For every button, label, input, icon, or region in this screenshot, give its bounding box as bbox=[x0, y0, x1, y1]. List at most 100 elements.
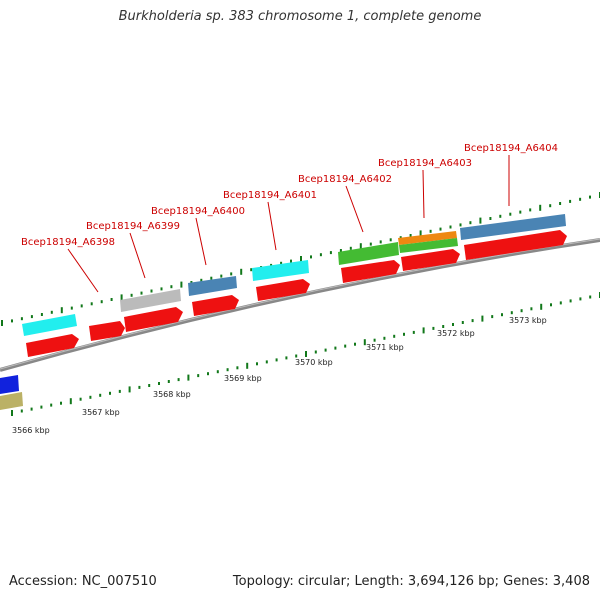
minor-tick-mark bbox=[170, 285, 173, 289]
kbp-label: 3571 kbp bbox=[366, 343, 404, 352]
gene-label[interactable]: Bcep18194_A6404 bbox=[464, 143, 558, 154]
gene-label[interactable]: Bcep18194_A6398 bbox=[21, 237, 115, 248]
feature-bar-steelblue-2[interactable] bbox=[460, 214, 566, 240]
minor-tick-mark bbox=[442, 325, 445, 328]
gene-arrow-1[interactable] bbox=[26, 334, 79, 357]
minor-tick-mark bbox=[373, 338, 376, 342]
minor-tick-mark bbox=[559, 202, 562, 205]
lower-tick-row bbox=[11, 292, 600, 416]
minor-tick-mark bbox=[60, 401, 62, 405]
gene-label[interactable]: Bcep18194_A6399 bbox=[86, 221, 180, 232]
feature-bar-khaki-1[interactable] bbox=[0, 392, 23, 410]
minor-tick-mark bbox=[100, 300, 103, 304]
gene-label[interactable]: Bcep18194_A6402 bbox=[298, 174, 392, 185]
minor-tick-mark bbox=[409, 234, 412, 237]
minor-tick-mark bbox=[491, 315, 494, 319]
minor-tick-mark bbox=[40, 405, 43, 409]
minor-tick-mark bbox=[197, 374, 200, 378]
minor-tick-mark bbox=[501, 313, 503, 317]
minor-tick-mark bbox=[329, 251, 332, 255]
major-tick-mark bbox=[69, 398, 72, 405]
feature-bar-cyan-2[interactable] bbox=[252, 260, 309, 281]
minor-tick-mark bbox=[324, 348, 327, 352]
feature-bar-orange-1[interactable] bbox=[398, 231, 457, 245]
leader-line-6400 bbox=[195, 217, 207, 266]
minor-tick-mark bbox=[310, 255, 312, 259]
minor-tick-mark bbox=[569, 299, 572, 303]
minor-tick-mark bbox=[569, 199, 572, 203]
minor-tick-mark bbox=[449, 225, 452, 229]
topology-text: Topology: circular; Length: 3,694,126 bp… bbox=[232, 574, 590, 589]
minor-tick-mark bbox=[339, 249, 342, 252]
minor-tick-mark bbox=[559, 301, 562, 305]
feature-bar-green-1[interactable] bbox=[338, 242, 399, 265]
minor-tick-mark bbox=[20, 409, 23, 413]
minor-tick-mark bbox=[549, 204, 552, 208]
gene-arrow-4[interactable] bbox=[192, 295, 239, 316]
major-tick-mark bbox=[240, 268, 243, 275]
minor-tick-mark bbox=[216, 370, 219, 374]
gene-arrow-6[interactable] bbox=[341, 260, 400, 283]
minor-tick-mark bbox=[379, 240, 382, 244]
feature-bar-gray-1[interactable] bbox=[120, 289, 181, 312]
feature-bars bbox=[0, 214, 566, 410]
minor-tick-mark bbox=[118, 389, 121, 393]
kbp-label: 3572 kbp bbox=[437, 329, 475, 338]
minor-tick-mark bbox=[579, 297, 582, 301]
feature-bar-blue-1[interactable] bbox=[0, 375, 19, 394]
minor-tick-mark bbox=[138, 385, 141, 389]
minor-tick-mark bbox=[334, 346, 337, 350]
leader-line-6402 bbox=[345, 185, 364, 233]
minor-tick-mark bbox=[130, 293, 133, 297]
feature-bar-cyan-1[interactable] bbox=[22, 314, 77, 336]
gene-label[interactable]: Bcep18194_A6401 bbox=[223, 190, 317, 201]
major-tick-mark bbox=[305, 351, 307, 357]
minor-tick-mark bbox=[471, 319, 474, 323]
gene-arrow-8[interactable] bbox=[464, 230, 567, 260]
kbp-label: 3567 kbp bbox=[82, 408, 120, 417]
gene-arrow-2[interactable] bbox=[89, 321, 125, 341]
minor-tick-mark bbox=[429, 229, 432, 233]
major-tick-mark bbox=[246, 362, 249, 369]
feature-bar-steelblue-1[interactable] bbox=[188, 276, 237, 296]
gene-arrow-7[interactable] bbox=[401, 249, 460, 271]
minor-tick-mark bbox=[150, 289, 153, 293]
minor-tick-mark bbox=[40, 313, 43, 316]
minor-tick-mark bbox=[589, 295, 592, 299]
major-tick-mark bbox=[359, 243, 362, 250]
minor-tick-mark bbox=[403, 332, 405, 336]
minor-tick-mark bbox=[11, 319, 13, 323]
minor-tick-mark bbox=[90, 302, 93, 306]
minor-tick-mark bbox=[432, 326, 435, 330]
leader-line-6403 bbox=[422, 169, 425, 219]
minor-tick-mark bbox=[160, 287, 163, 291]
minor-tick-mark bbox=[530, 307, 533, 311]
minor-tick-mark bbox=[393, 334, 396, 338]
minor-tick-mark bbox=[110, 298, 113, 301]
minor-tick-mark bbox=[285, 356, 288, 360]
leader-line-6399 bbox=[129, 232, 146, 279]
minor-tick-mark bbox=[369, 242, 372, 246]
minor-tick-mark bbox=[319, 253, 322, 257]
minor-tick-mark bbox=[275, 358, 278, 362]
gene-label[interactable]: Bcep18194_A6403 bbox=[378, 158, 472, 169]
major-tick-mark bbox=[120, 294, 123, 301]
minor-tick-mark bbox=[220, 274, 223, 278]
minor-tick-mark bbox=[520, 309, 523, 313]
minor-tick-mark bbox=[236, 366, 239, 370]
gene-arrow-3[interactable] bbox=[124, 307, 183, 332]
gene-labels: Bcep18194_A6398 Bcep18194_A6399 Bcep1819… bbox=[21, 143, 558, 248]
gene-label[interactable]: Bcep18194_A6400 bbox=[151, 206, 245, 217]
minor-tick-mark bbox=[50, 310, 53, 314]
minor-tick-mark bbox=[200, 278, 203, 282]
gene-arrow-5[interactable] bbox=[256, 279, 310, 301]
kbp-label: 3570 kbp bbox=[295, 358, 333, 367]
feature-bar-green-2[interactable] bbox=[399, 238, 458, 253]
minor-tick-mark bbox=[314, 350, 317, 354]
kbp-label: 3568 kbp bbox=[153, 390, 191, 399]
gene-arrows bbox=[26, 230, 567, 357]
major-tick-mark bbox=[419, 230, 422, 237]
minor-tick-mark bbox=[190, 281, 193, 284]
minor-tick-mark bbox=[459, 223, 462, 227]
